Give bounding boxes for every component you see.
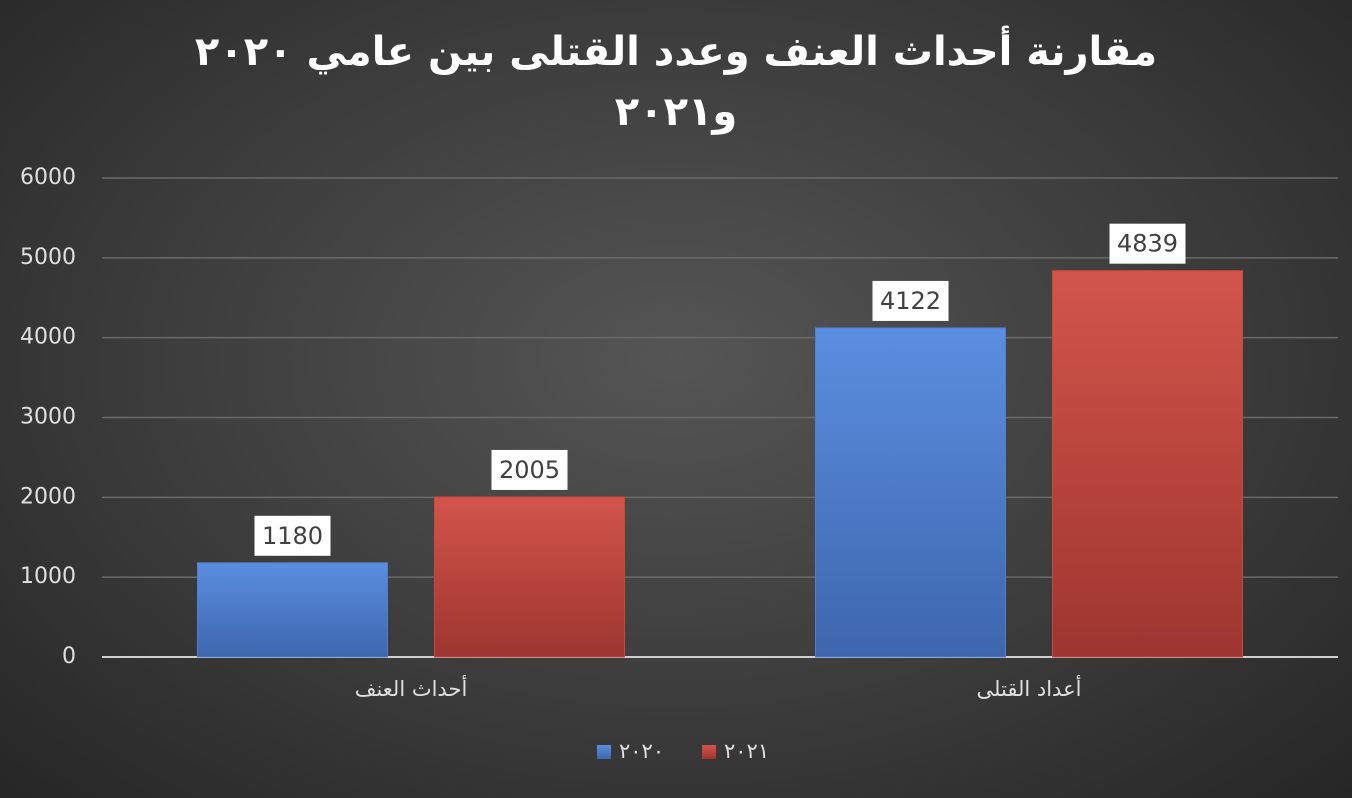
y-tick-label: 0: [62, 644, 76, 669]
legend-marker: [702, 745, 716, 759]
data-label: 4122: [872, 280, 949, 321]
data-label-text: 4122: [880, 287, 941, 315]
bar: [1052, 270, 1243, 658]
bar: [434, 496, 625, 658]
data-label-text: 2005: [499, 456, 560, 484]
data-label-text: 4839: [1117, 230, 1178, 258]
data-label-box: [254, 515, 331, 556]
y-tick-label: 5000: [20, 245, 76, 270]
data-label-box: [491, 449, 568, 490]
x-tick-label: أعداد القتلى: [977, 675, 1082, 701]
data-label: 1180: [254, 515, 331, 556]
y-tick-label: 3000: [20, 405, 76, 430]
legend-label: ٢٠٢٠: [619, 739, 664, 763]
x-tick-label: أحداث العنف: [355, 675, 468, 701]
data-label: 4839: [1109, 223, 1186, 264]
data-label: 2005: [491, 449, 568, 490]
bar: [815, 327, 1006, 658]
legend-marker: [597, 745, 611, 759]
y-tick-label: 1000: [20, 564, 76, 589]
y-tick-label: 4000: [20, 325, 76, 350]
chart-title: مقارنة أحداث العنف وعدد القتلى بين عامي …: [194, 29, 1158, 135]
data-label-box: [872, 280, 949, 321]
data-label-text: 1180: [262, 522, 323, 550]
data-label-box: [1109, 223, 1186, 264]
y-tick-label: 2000: [20, 484, 76, 509]
y-tick-label: 6000: [20, 165, 76, 190]
bar: [197, 562, 388, 658]
legend-label: ٢٠٢١: [724, 739, 769, 763]
